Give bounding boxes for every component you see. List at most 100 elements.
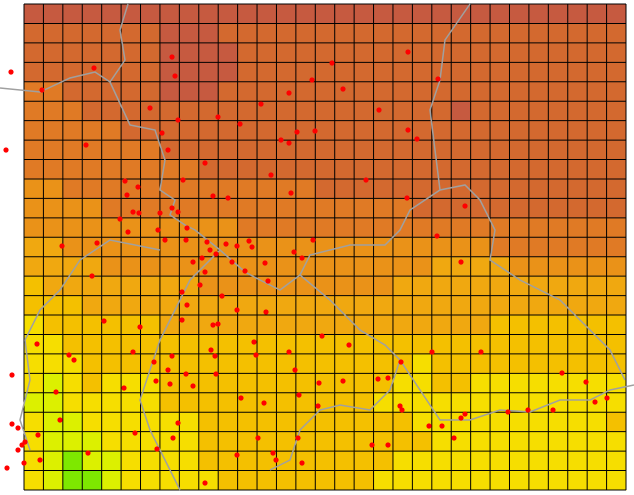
cell bbox=[218, 62, 239, 83]
station bbox=[130, 209, 136, 215]
cell bbox=[451, 431, 472, 452]
station bbox=[295, 435, 301, 441]
cell bbox=[334, 140, 355, 161]
cell bbox=[373, 392, 394, 413]
cell bbox=[218, 392, 239, 413]
cell bbox=[257, 217, 277, 238]
cell bbox=[179, 470, 200, 491]
cell bbox=[257, 23, 277, 44]
cell bbox=[451, 178, 472, 199]
cell bbox=[257, 81, 277, 102]
cell bbox=[159, 353, 180, 374]
cell bbox=[62, 470, 83, 491]
cell bbox=[295, 42, 316, 63]
cell bbox=[315, 353, 336, 374]
station bbox=[4, 465, 10, 471]
cell bbox=[548, 140, 569, 161]
cell bbox=[354, 217, 375, 238]
cell bbox=[62, 373, 83, 394]
cell bbox=[587, 62, 608, 83]
cell bbox=[334, 295, 355, 316]
station bbox=[94, 240, 100, 246]
cell bbox=[490, 4, 510, 24]
cell bbox=[412, 276, 433, 297]
cell bbox=[392, 276, 413, 297]
station bbox=[268, 172, 274, 178]
cell bbox=[587, 353, 608, 374]
cell bbox=[567, 451, 588, 472]
station bbox=[592, 399, 598, 405]
cell bbox=[528, 4, 549, 24]
cell bbox=[548, 198, 569, 219]
cell bbox=[451, 120, 472, 141]
cell bbox=[354, 276, 375, 297]
cell bbox=[412, 159, 433, 180]
station bbox=[234, 243, 240, 249]
cell bbox=[121, 217, 142, 238]
cell bbox=[548, 451, 569, 472]
cell bbox=[24, 237, 44, 258]
cell bbox=[392, 470, 413, 491]
station bbox=[169, 353, 175, 359]
cell bbox=[567, 353, 588, 374]
cell bbox=[567, 42, 588, 63]
cell bbox=[315, 4, 336, 24]
cell bbox=[257, 334, 277, 355]
cell bbox=[257, 373, 277, 394]
cell bbox=[354, 159, 375, 180]
station bbox=[255, 435, 261, 441]
station bbox=[210, 193, 216, 199]
cell bbox=[82, 198, 103, 219]
cell bbox=[179, 23, 200, 44]
cell bbox=[373, 101, 394, 122]
cell bbox=[334, 42, 355, 63]
cell bbox=[528, 159, 549, 180]
cell bbox=[101, 256, 122, 277]
station bbox=[35, 432, 41, 438]
cell bbox=[276, 198, 297, 219]
cell bbox=[257, 178, 277, 199]
station bbox=[309, 77, 315, 83]
cell bbox=[451, 295, 472, 316]
cell bbox=[587, 159, 608, 180]
cell bbox=[159, 62, 180, 83]
cell bbox=[43, 140, 64, 161]
station bbox=[180, 177, 186, 183]
station bbox=[229, 259, 235, 265]
cell bbox=[295, 101, 316, 122]
cell bbox=[587, 373, 608, 394]
station bbox=[397, 403, 403, 409]
cell bbox=[218, 140, 239, 161]
cell bbox=[412, 81, 433, 102]
cell bbox=[373, 140, 394, 161]
cell bbox=[470, 334, 491, 355]
cell bbox=[24, 315, 44, 335]
cell bbox=[334, 237, 355, 258]
cell bbox=[528, 451, 549, 472]
cell bbox=[121, 256, 142, 277]
cell bbox=[548, 470, 569, 491]
cell bbox=[451, 451, 472, 472]
cell bbox=[334, 4, 355, 24]
station bbox=[125, 229, 131, 235]
cell bbox=[451, 198, 472, 219]
cell bbox=[548, 412, 569, 433]
cell bbox=[43, 334, 64, 355]
station bbox=[405, 127, 411, 133]
station bbox=[204, 239, 210, 245]
cell bbox=[24, 373, 44, 394]
cell bbox=[276, 412, 297, 433]
cell bbox=[470, 23, 491, 44]
cell bbox=[412, 23, 433, 44]
cell bbox=[82, 276, 103, 297]
cell bbox=[140, 373, 161, 394]
station bbox=[385, 442, 391, 448]
cell bbox=[82, 120, 103, 141]
cell bbox=[237, 23, 258, 44]
cell bbox=[451, 334, 472, 355]
cell bbox=[354, 198, 375, 219]
cell bbox=[237, 373, 258, 394]
cell bbox=[43, 451, 64, 472]
cell bbox=[159, 412, 180, 433]
cell bbox=[509, 42, 530, 63]
